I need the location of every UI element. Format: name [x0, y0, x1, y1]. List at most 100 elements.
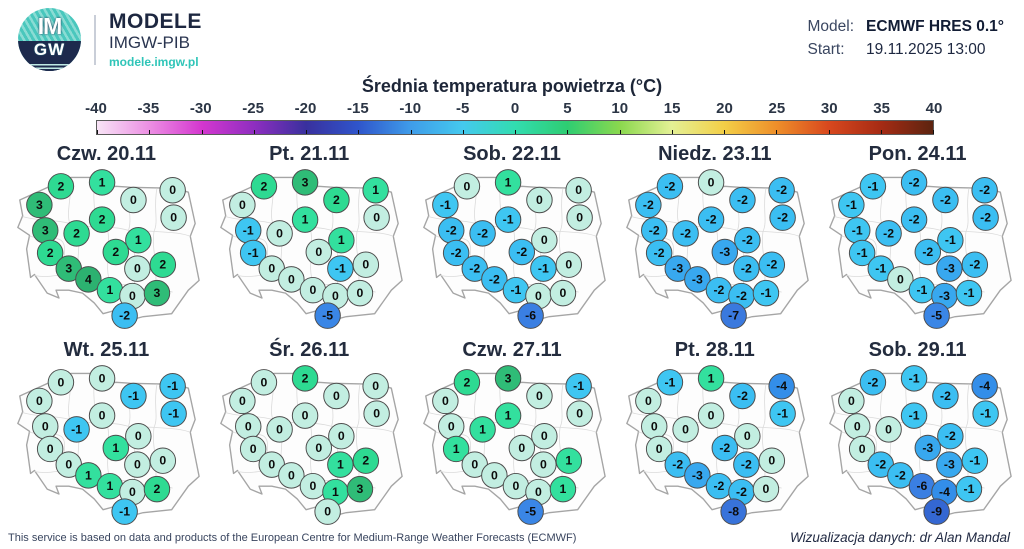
station-marker	[769, 204, 796, 231]
station-marker	[48, 369, 75, 396]
station-marker	[305, 238, 333, 266]
station-marker	[848, 435, 875, 463]
station-value: -3	[692, 468, 703, 482]
station-value: 0	[442, 394, 449, 408]
station-marker	[517, 498, 544, 525]
station-value: -2	[736, 485, 747, 499]
station-marker	[250, 369, 278, 396]
station-marker	[733, 226, 761, 254]
station-marker	[278, 266, 305, 293]
station-marker	[314, 498, 342, 525]
station-value: 0	[288, 468, 295, 482]
station-value: -1	[248, 246, 259, 260]
station-marker	[848, 239, 875, 267]
station-value: 1	[337, 458, 344, 472]
station-value: 0	[372, 379, 379, 393]
station-value: 0	[269, 458, 276, 472]
station-value: -3	[719, 245, 730, 259]
station-value: 0	[129, 289, 136, 303]
station-marker	[931, 186, 959, 214]
station-marker	[859, 173, 886, 200]
colorbar-tick	[149, 130, 151, 134]
station-marker	[305, 434, 333, 462]
colorbar-tick-label: -40	[85, 100, 107, 117]
station-marker	[645, 239, 673, 267]
station-value: -2	[649, 223, 660, 237]
station-value: -2	[120, 309, 131, 323]
model-value: ECMWF HRES 0.1°	[866, 18, 1004, 35]
colorbar-tick-label: 30	[820, 100, 838, 117]
station-value: -2	[944, 429, 955, 443]
station-value: 1	[479, 422, 486, 436]
station-marker	[363, 204, 391, 231]
brand-block: MODELE IMGW-PIB modele.imgw.pl	[109, 10, 202, 69]
station-marker	[758, 447, 785, 474]
station-value: -3	[672, 262, 683, 276]
station-marker	[697, 206, 725, 233]
station-value: 0	[239, 198, 246, 212]
station-marker	[555, 251, 583, 278]
station-value: 0	[512, 479, 519, 493]
colorbar-tick-label: -35	[137, 100, 160, 117]
colorbar-tick	[462, 130, 464, 134]
station-marker	[102, 238, 130, 266]
station-marker	[314, 302, 342, 329]
station-marker	[229, 191, 256, 219]
station-marker	[900, 169, 927, 196]
station-value: -2	[477, 226, 488, 240]
station-value: 0	[36, 394, 43, 408]
station-value: 1	[565, 454, 572, 468]
station-marker	[346, 475, 374, 503]
station-value: 0	[99, 371, 106, 385]
station-marker	[160, 204, 188, 231]
station-marker	[266, 220, 294, 247]
station-marker	[111, 498, 139, 525]
map-panel: Pon. 24.11 -1 -2 -1 -2 -2 -2 -2 -1 -2 -1 -1 -2 -1 -3-…	[817, 141, 1018, 337]
station-marker	[752, 279, 779, 307]
colorbar-tick-label: 0	[510, 100, 520, 117]
imgw-logo-band: GW	[18, 41, 81, 71]
colorbar-tick-label: -15	[347, 100, 369, 117]
station-marker	[432, 191, 459, 219]
colorbar-tick-label: -30	[189, 100, 212, 117]
colorbar-tick-label: 20	[716, 100, 733, 117]
station-marker	[328, 226, 355, 254]
station-value: -1	[538, 262, 549, 276]
station-value: -2	[742, 233, 753, 247]
station-value: -2	[940, 389, 951, 403]
station-value: -1	[867, 179, 878, 193]
station-marker	[144, 279, 171, 307]
station-value: 0	[651, 419, 658, 433]
station-value: -1	[908, 371, 919, 385]
map-panel: Sob. 29.11 -2 -1 0 -2 -4 -1 -1 0 0 -2 0 -3 -2 -3 -1 -2-…	[817, 337, 1018, 533]
colorbar-tick-label: 10	[611, 100, 629, 117]
station-value: -1	[168, 379, 179, 393]
station-marker	[124, 451, 151, 478]
map-panel: Pt. 28.11 -1 1 0 -2 -4 -1 0 0 0 0 0 -2 -2 -2 0 -3 -2 -2 0-…	[614, 337, 815, 533]
poland-map: -2 -1 0 -2 -4 -1 -1 0 0 -2 0 -3 -2 -3 -1 -2 -6 -4 -1 -9	[828, 365, 1012, 525]
station-value: -2	[643, 198, 654, 212]
station-marker	[63, 416, 91, 443]
station-value: -2	[908, 175, 919, 189]
page-title: Średnia temperatura powietrza (°C)	[361, 76, 663, 96]
station-marker	[125, 422, 152, 450]
station-value: 0	[576, 211, 583, 225]
brand-url: modele.imgw.pl	[109, 54, 199, 69]
station-marker	[697, 169, 725, 196]
map-panel-title: Pt. 21.11	[269, 143, 350, 165]
station-value: -4	[979, 379, 990, 393]
station-value: 2	[160, 258, 167, 272]
station-value: 0	[302, 409, 309, 423]
station-marker	[124, 255, 151, 282]
station-value: 0	[885, 422, 892, 436]
station-marker	[494, 206, 522, 233]
station-marker	[672, 220, 699, 247]
station-value: -2	[705, 213, 716, 227]
station-marker	[150, 447, 177, 474]
station-marker	[732, 255, 760, 282]
station-marker	[229, 387, 256, 415]
station-value: 3	[302, 175, 309, 189]
station-marker	[327, 451, 354, 478]
